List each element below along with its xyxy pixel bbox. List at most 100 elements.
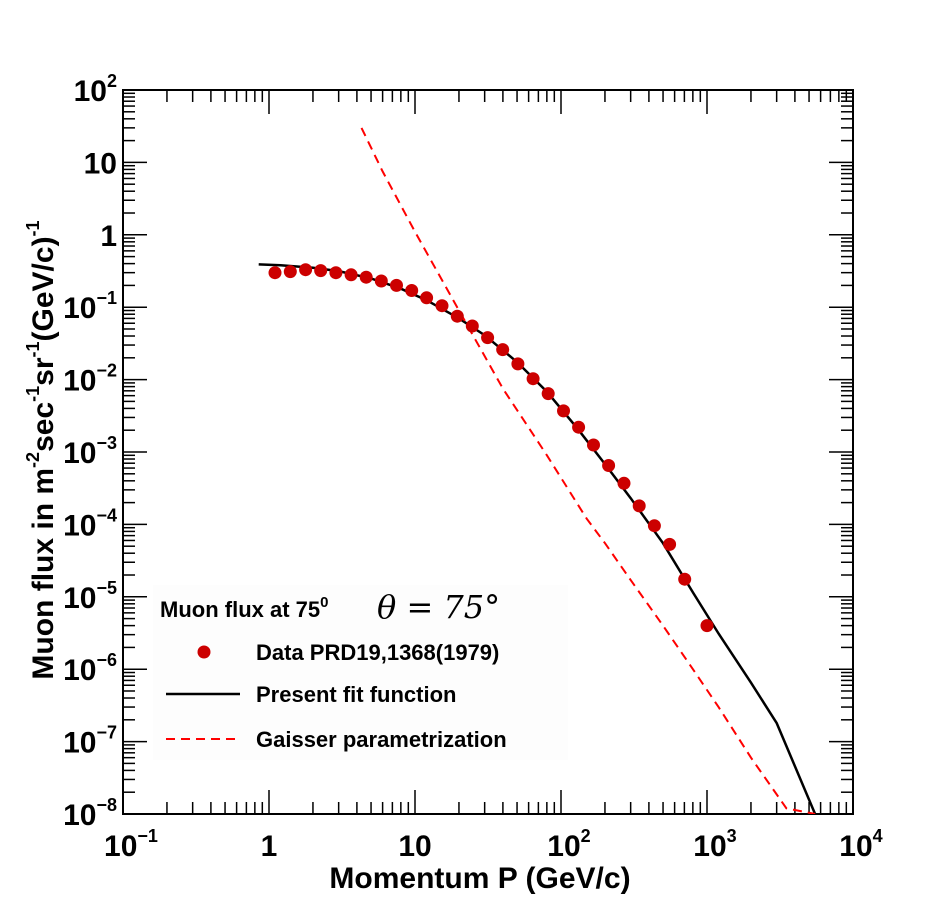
x-tick-label-base: 10 bbox=[839, 830, 872, 863]
legend-title-text: Muon flux at 75 bbox=[160, 597, 320, 622]
data-point bbox=[663, 537, 677, 551]
data-point bbox=[420, 291, 434, 305]
y-tick-label-exp: −5 bbox=[96, 578, 117, 598]
series-group bbox=[258, 127, 817, 814]
x-tick-label-base: 1 bbox=[261, 830, 278, 863]
data-point bbox=[541, 387, 555, 401]
x-tick-label: 1 bbox=[261, 830, 278, 863]
data-point bbox=[390, 278, 403, 292]
data-point bbox=[557, 404, 570, 418]
x-tick-label: 10−1 bbox=[104, 826, 158, 863]
x-tick-label-exp: −1 bbox=[137, 826, 158, 846]
axes-group: 10−1 1 10 102 103 10410−810−710−610−510−410−3… bbox=[23, 71, 883, 895]
x-tick-label-base: 10 bbox=[398, 830, 431, 863]
y-axis-title-part: (GeV/c) bbox=[27, 236, 60, 341]
y-tick-label: 10−3 bbox=[63, 433, 117, 470]
x-tick-label-exp: 3 bbox=[727, 826, 737, 846]
y-tick-label: 10−7 bbox=[63, 723, 117, 760]
legend-entry-label: Data PRD19,1368(1979) bbox=[256, 640, 499, 665]
y-tick-label-base: 10 bbox=[63, 365, 96, 398]
y-tick-label: 10−1 bbox=[63, 288, 117, 325]
data-point bbox=[496, 343, 510, 357]
data-point bbox=[511, 357, 525, 371]
y-tick-label-exp: −7 bbox=[96, 723, 117, 743]
y-tick-label-exp: 2 bbox=[107, 71, 117, 91]
legend-title: Muon flux at 750 bbox=[160, 594, 328, 622]
y-tick-label: 10−6 bbox=[63, 650, 117, 687]
y-tick-label-exp: −3 bbox=[96, 433, 117, 453]
y-tick-label-base: 10 bbox=[63, 509, 96, 542]
y-tick-label-exp: −1 bbox=[96, 288, 117, 308]
y-tick-label-base: 10 bbox=[63, 437, 96, 470]
y-axis-title-part: sec bbox=[27, 402, 60, 452]
x-tick-label-base: 10 bbox=[104, 830, 137, 863]
y-tick-label-base: 10 bbox=[84, 147, 117, 180]
data-point bbox=[678, 572, 692, 586]
y-axis-title-exp: -1 bbox=[23, 220, 43, 236]
y-axis-title-exp: -2 bbox=[23, 452, 43, 468]
legend-title-sup: 0 bbox=[320, 594, 328, 611]
data-point bbox=[617, 476, 631, 490]
data-point bbox=[283, 265, 297, 279]
y-tick-label: 102 bbox=[74, 71, 117, 108]
data-point bbox=[344, 268, 358, 282]
legend-marker-data bbox=[197, 645, 211, 659]
y-axis-title-part: sr bbox=[27, 357, 60, 386]
data-point bbox=[374, 274, 388, 288]
x-tick-label: 102 bbox=[547, 826, 590, 863]
data-point bbox=[329, 266, 343, 280]
y-tick-label-base: 10 bbox=[63, 799, 96, 832]
x-tick-label-exp: 2 bbox=[581, 826, 591, 846]
y-tick-label-base: 10 bbox=[63, 582, 96, 615]
y-tick-label-exp: −6 bbox=[96, 650, 117, 670]
data-point bbox=[602, 459, 616, 472]
data-point bbox=[435, 299, 449, 313]
data-point bbox=[450, 309, 464, 323]
legend-title-math: θ = 75° bbox=[377, 588, 500, 626]
y-axis-title-exp: -1 bbox=[23, 386, 43, 402]
y-axis-title-part: Muon flux in m bbox=[27, 468, 60, 680]
data-point bbox=[268, 266, 282, 280]
y-tick-label: 10−2 bbox=[63, 361, 117, 398]
y-tick-label-base: 10 bbox=[63, 727, 96, 760]
data-point bbox=[572, 420, 586, 434]
x-tick-label: 103 bbox=[693, 826, 736, 863]
y-tick-label: 1 bbox=[100, 220, 117, 253]
data-point bbox=[299, 263, 313, 277]
y-tick-label-base: 10 bbox=[63, 654, 96, 687]
y-tick-label: 10−8 bbox=[63, 795, 117, 832]
data-point bbox=[632, 499, 646, 513]
x-tick-label: 10 bbox=[398, 830, 431, 863]
x-tick-label-exp: 4 bbox=[873, 826, 883, 846]
y-tick-label: 10−5 bbox=[63, 578, 117, 615]
legend-box bbox=[153, 585, 568, 760]
y-tick-label-base: 10 bbox=[63, 292, 96, 325]
legend-entry-label: Present fit function bbox=[256, 682, 456, 707]
data-point bbox=[526, 372, 540, 386]
data-point bbox=[405, 284, 419, 297]
y-tick-label: 10−4 bbox=[63, 505, 117, 542]
data-point bbox=[314, 264, 328, 278]
x-tick-label-base: 10 bbox=[693, 830, 726, 863]
legend-entry-label: Gaisser parametrization bbox=[256, 727, 507, 752]
data-point bbox=[700, 619, 714, 633]
gaisser-curve bbox=[360, 127, 816, 814]
legend-group: Muon flux at 750 θ = 75° Data PRD19,1368(1… bbox=[153, 585, 568, 760]
x-axis-title: Momentum P (GeV/c) bbox=[329, 862, 630, 895]
data-point bbox=[465, 319, 479, 333]
data-point bbox=[647, 519, 661, 533]
y-tick-label: 10 bbox=[84, 147, 117, 180]
y-axis-title-exp: -1 bbox=[23, 341, 43, 357]
y-tick-label-exp: −4 bbox=[96, 505, 117, 525]
plot-area bbox=[258, 127, 817, 814]
x-tick-label: 104 bbox=[839, 826, 882, 863]
x-tick-label-base: 10 bbox=[547, 830, 580, 863]
data-point bbox=[587, 438, 600, 452]
y-tick-label-base: 10 bbox=[74, 75, 107, 108]
y-tick-label-base: 1 bbox=[100, 220, 117, 253]
y-tick-label-exp: −8 bbox=[96, 795, 117, 815]
data-point bbox=[481, 331, 495, 345]
data-point bbox=[359, 270, 373, 284]
